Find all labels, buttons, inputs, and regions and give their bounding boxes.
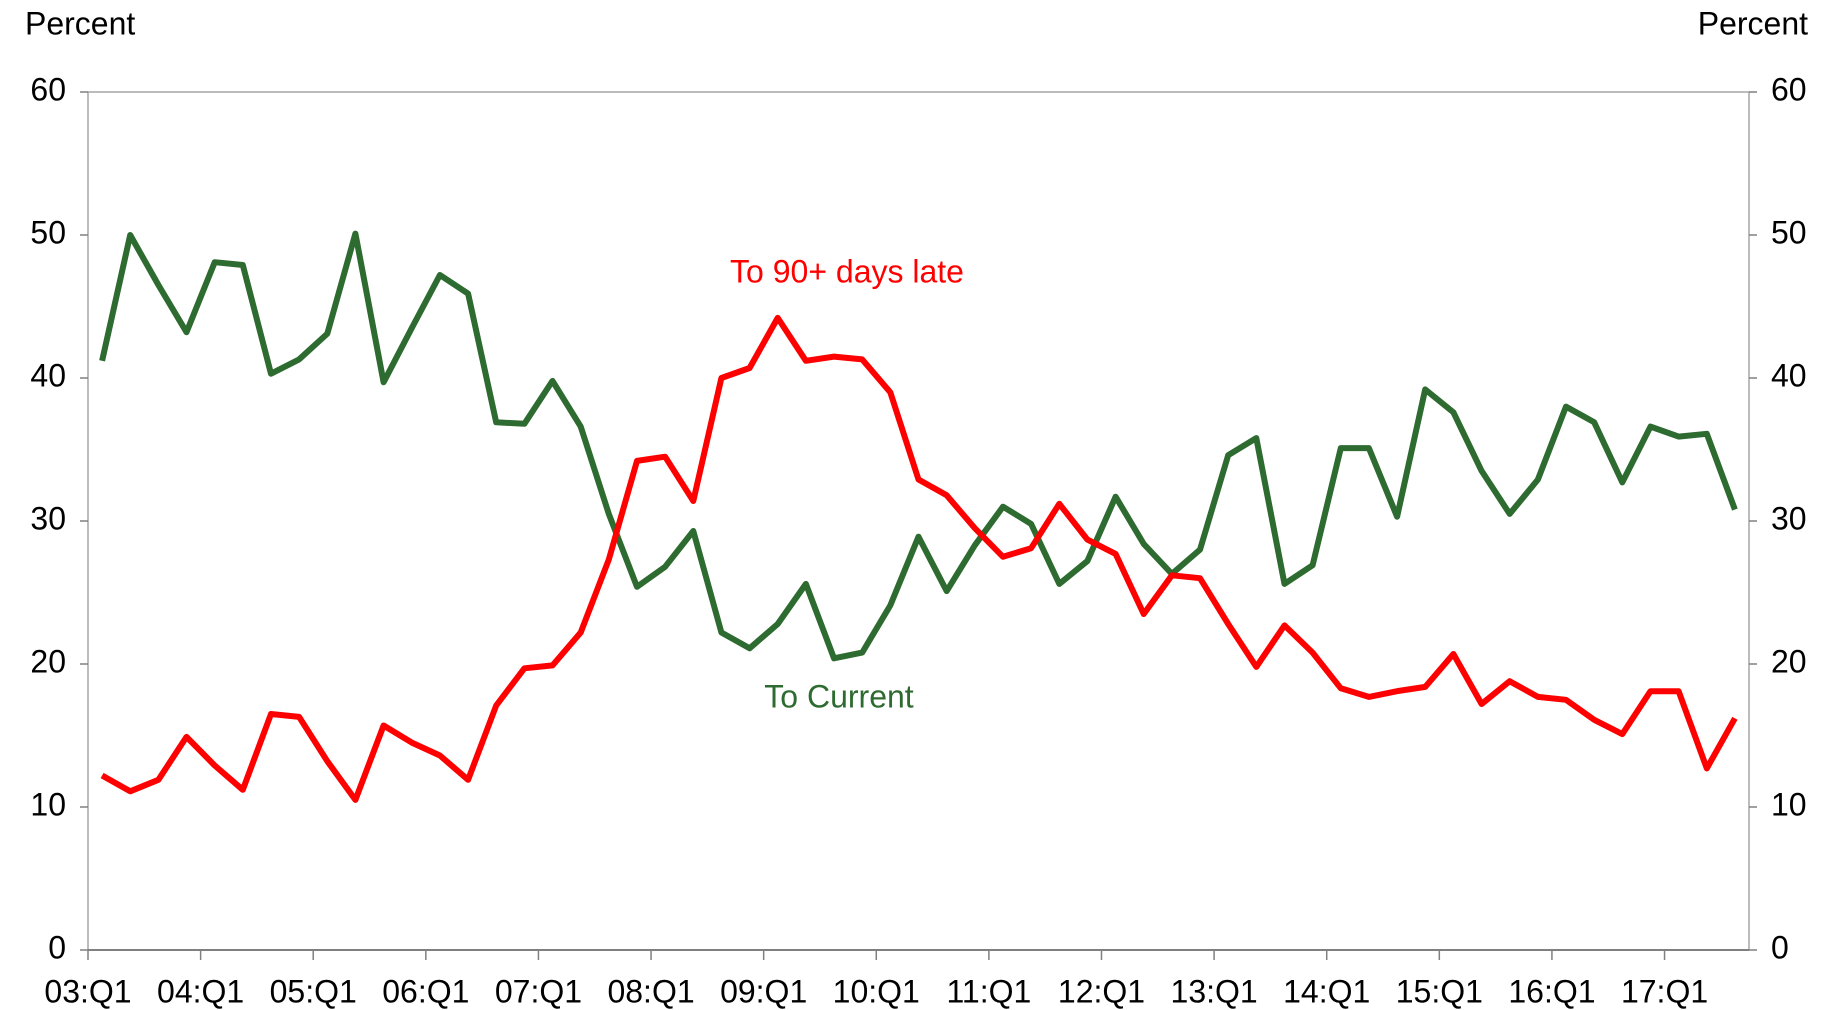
y-tick-label: 40 bbox=[30, 357, 66, 393]
x-tick-label: 11:Q1 bbox=[946, 973, 1031, 1009]
y2-tick-label: 40 bbox=[1771, 357, 1807, 393]
plot-frame bbox=[87, 91, 1750, 951]
x-tick-label: 03:Q1 bbox=[44, 973, 131, 1009]
series-label: To 90+ days late bbox=[730, 253, 964, 289]
series-line bbox=[99, 230, 1738, 662]
x-tick-label: 07:Q1 bbox=[495, 973, 582, 1009]
series-label: To Current bbox=[764, 678, 914, 714]
y-tick-label: 20 bbox=[30, 643, 66, 679]
x-tick-label: 13:Q1 bbox=[1171, 973, 1258, 1009]
x-tick-label: 15:Q1 bbox=[1396, 973, 1483, 1009]
y2-tick-label: 0 bbox=[1771, 929, 1789, 965]
x-tick-label: 10:Q1 bbox=[833, 973, 920, 1009]
y-tick-label: 30 bbox=[30, 500, 66, 536]
x-tick-label: 14:Q1 bbox=[1283, 973, 1370, 1009]
x-tick-label: 08:Q1 bbox=[607, 973, 694, 1009]
x-tick-label: 05:Q1 bbox=[270, 973, 357, 1009]
y2-tick-label: 50 bbox=[1771, 214, 1807, 250]
y-tick-label: 60 bbox=[30, 71, 66, 107]
y-tick-label: 0 bbox=[48, 929, 66, 965]
y2-tick-label: 60 bbox=[1771, 71, 1807, 107]
x-tick-label: 04:Q1 bbox=[157, 973, 244, 1009]
y-tick-label: 50 bbox=[30, 214, 66, 250]
y2-axis-label: Percent bbox=[1698, 5, 1808, 41]
y2-tick-label: 20 bbox=[1771, 643, 1807, 679]
y-tick-label: 10 bbox=[30, 786, 66, 822]
x-tick-label: 06:Q1 bbox=[382, 973, 469, 1009]
x-tick-label: 12:Q1 bbox=[1058, 973, 1145, 1009]
y2-tick-label: 30 bbox=[1771, 500, 1807, 536]
x-tick-label: 09:Q1 bbox=[720, 973, 807, 1009]
y2-tick-label: 10 bbox=[1771, 786, 1807, 822]
series-line bbox=[100, 314, 1738, 803]
y-axis-label: Percent bbox=[25, 5, 135, 41]
x-tick-label: 16:Q1 bbox=[1508, 973, 1595, 1009]
x-tick-label: 17:Q1 bbox=[1621, 973, 1708, 1009]
